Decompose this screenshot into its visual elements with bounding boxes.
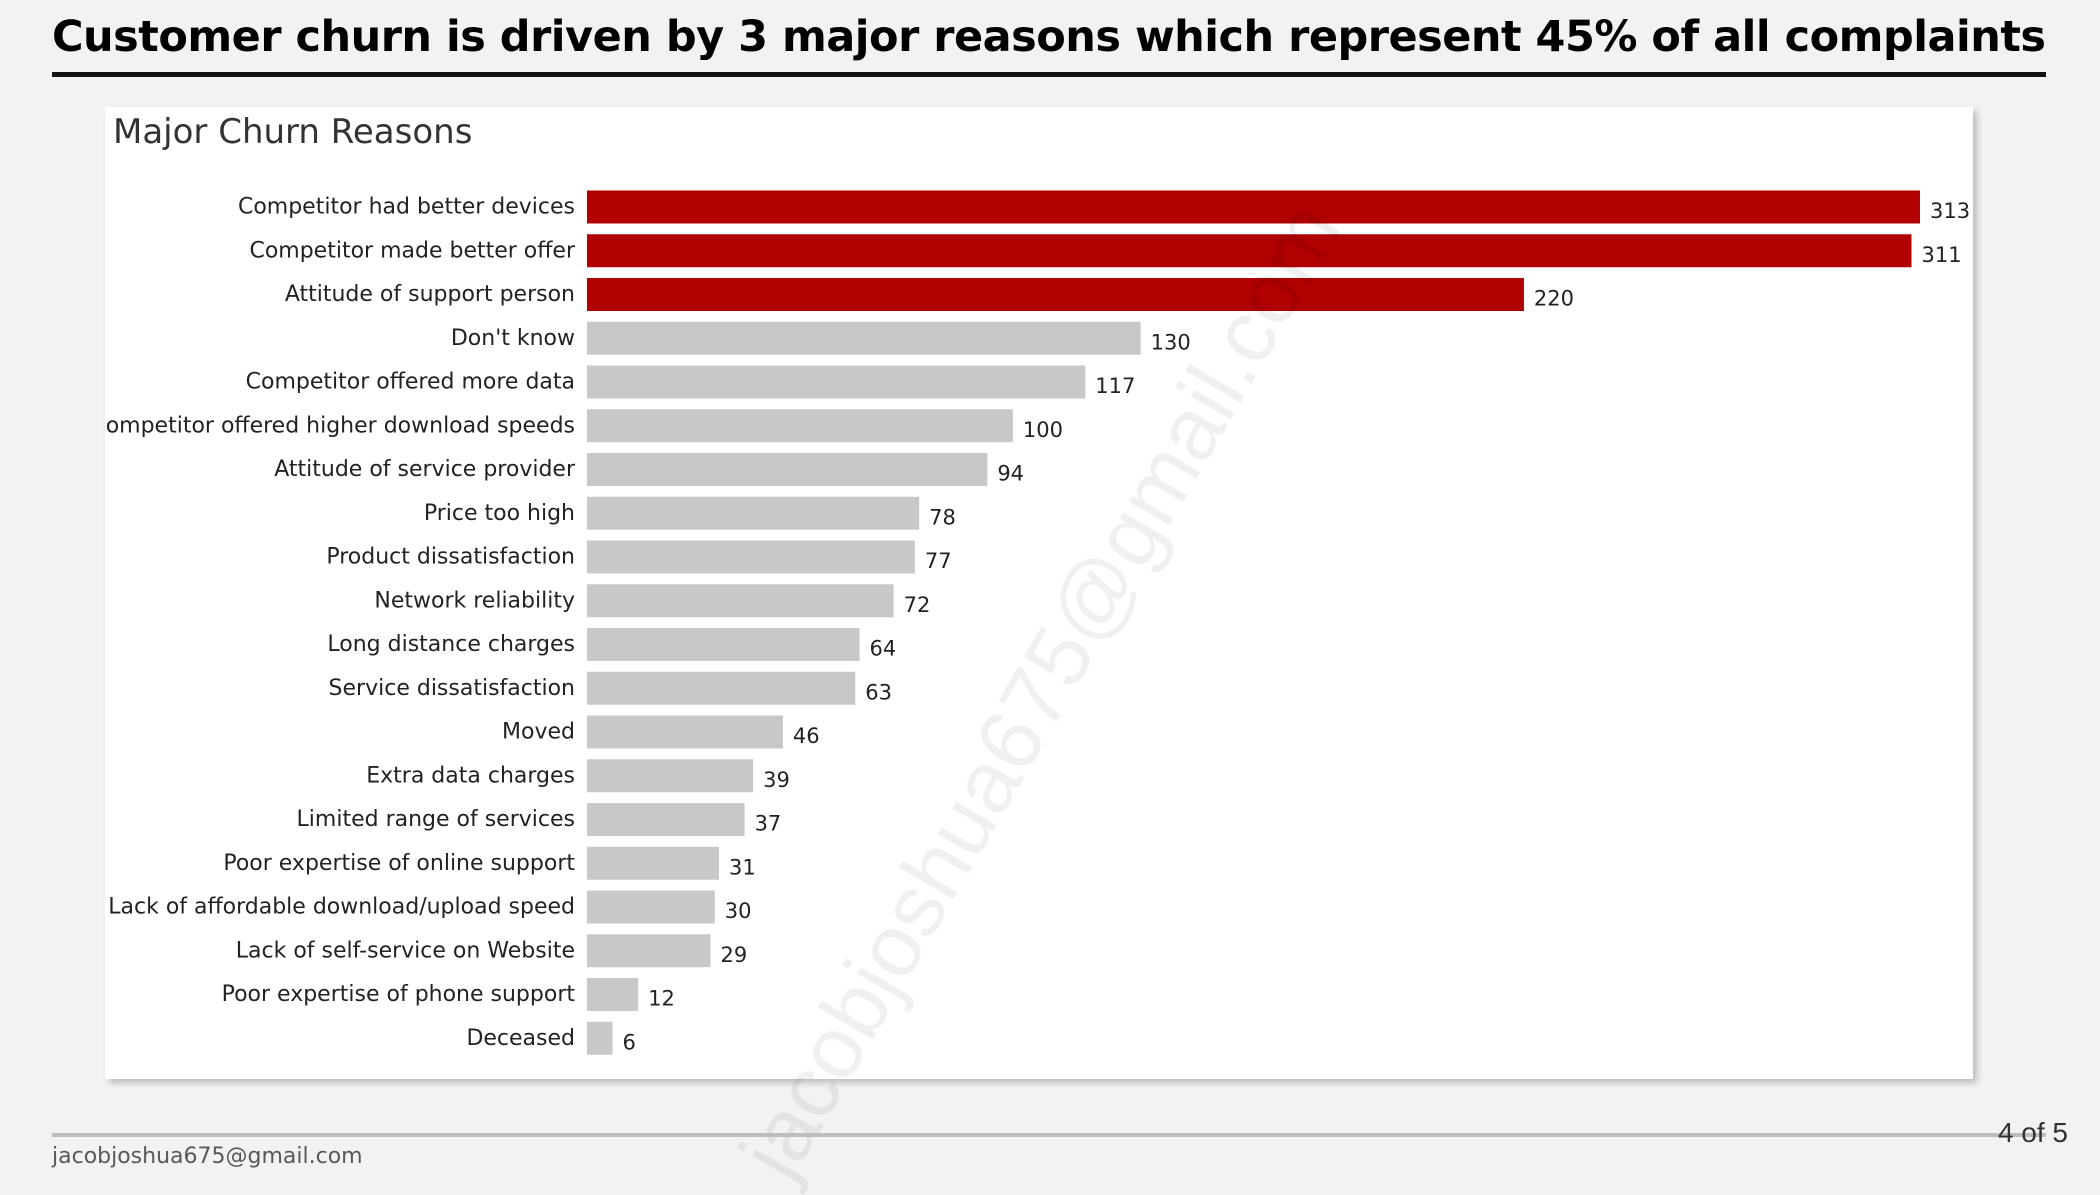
data-label: 29 bbox=[721, 943, 748, 967]
category-label: Attitude of service provider bbox=[274, 457, 576, 482]
data-label: 30 bbox=[725, 899, 752, 923]
bar bbox=[587, 584, 894, 618]
page-number: 4 of 5 bbox=[1997, 1117, 2068, 1148]
data-label: 313 bbox=[1930, 199, 1970, 223]
category-label: Poor expertise of phone support bbox=[222, 982, 576, 1007]
category-label: Don't know bbox=[451, 326, 575, 351]
bar bbox=[587, 846, 720, 880]
title-divider bbox=[52, 72, 2046, 77]
data-label: 64 bbox=[870, 637, 897, 661]
data-label: 220 bbox=[1534, 287, 1574, 311]
bar bbox=[587, 409, 1013, 443]
bar bbox=[587, 190, 1920, 224]
bar bbox=[587, 453, 988, 486]
bar bbox=[587, 715, 783, 749]
bar bbox=[587, 1021, 613, 1055]
data-label: 63 bbox=[865, 680, 892, 704]
data-label: 37 bbox=[755, 812, 782, 836]
slide-title: Customer churn is driven by 3 major reas… bbox=[52, 12, 2046, 62]
category-label: Service dissatisfaction bbox=[329, 676, 575, 701]
footer-divider bbox=[52, 1133, 2046, 1137]
data-label: 117 bbox=[1095, 374, 1135, 398]
chart-card: Major Churn Reasons Competitor had bette… bbox=[105, 107, 1973, 1079]
bar bbox=[587, 278, 1524, 311]
category-label: Price too high bbox=[424, 501, 575, 526]
footer-email: jacobjoshua675@gmail.com bbox=[52, 1144, 363, 1169]
bar bbox=[587, 803, 745, 836]
bar bbox=[587, 934, 711, 968]
category-label: Network reliability bbox=[374, 588, 575, 613]
bar bbox=[587, 890, 715, 924]
bar bbox=[587, 628, 860, 661]
bar bbox=[587, 321, 1141, 355]
category-label: Attitude of support person bbox=[285, 282, 575, 307]
data-label: 6 bbox=[623, 1030, 636, 1054]
bar bbox=[587, 365, 1086, 399]
category-label: Competitor offered more data bbox=[246, 370, 575, 395]
category-label: Lack of self-service on Website bbox=[236, 938, 575, 963]
category-label: Extra data charges bbox=[366, 763, 575, 788]
bar bbox=[587, 234, 1912, 268]
bar bbox=[587, 496, 920, 530]
data-label: 46 bbox=[793, 724, 820, 748]
category-label: Moved bbox=[502, 720, 575, 745]
data-label: 31 bbox=[729, 855, 756, 879]
category-label: Lack of affordable download/upload speed bbox=[108, 895, 575, 920]
category-label: Competitor made better offer bbox=[249, 238, 575, 263]
data-label: 12 bbox=[648, 987, 675, 1011]
category-label: Product dissatisfaction bbox=[326, 545, 575, 570]
data-label: 72 bbox=[904, 593, 931, 617]
data-label: 78 bbox=[929, 505, 956, 529]
bar-chart: Competitor had better devices 313 Competit… bbox=[105, 190, 1970, 1055]
data-label: 100 bbox=[1023, 418, 1063, 442]
data-label: 94 bbox=[997, 462, 1024, 486]
category-label: Long distance charges bbox=[327, 632, 575, 657]
data-label: 39 bbox=[763, 768, 790, 792]
chart-title: Major Churn Reasons bbox=[113, 112, 473, 152]
category-label: Deceased bbox=[466, 1026, 575, 1051]
data-label: 77 bbox=[925, 549, 952, 573]
category-label: Competitor offered higher download speed… bbox=[105, 413, 575, 438]
data-label: 311 bbox=[1921, 243, 1961, 267]
category-label: Limited range of services bbox=[297, 807, 575, 832]
bar bbox=[587, 671, 856, 705]
category-label: Competitor had better devices bbox=[238, 195, 575, 220]
bar bbox=[587, 540, 915, 574]
bar bbox=[587, 759, 754, 793]
category-label: Poor expertise of online support bbox=[223, 851, 575, 876]
bar bbox=[587, 978, 639, 1011]
data-label: 130 bbox=[1151, 330, 1191, 354]
